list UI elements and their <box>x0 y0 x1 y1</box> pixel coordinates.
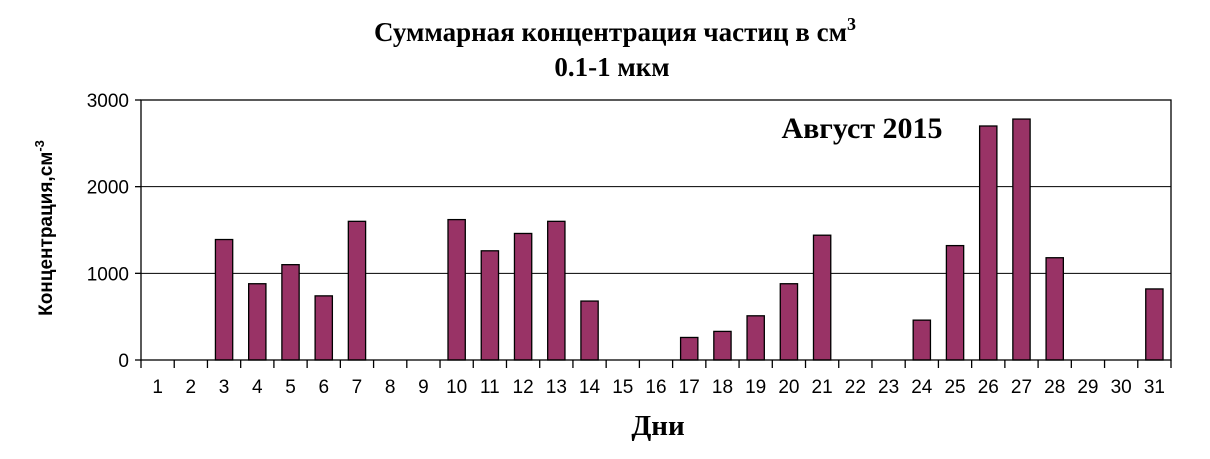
x-tick-label: 20 <box>778 377 799 398</box>
y-tick-label: 0 <box>118 351 129 372</box>
bar-day-18 <box>713 330 732 361</box>
x-tick-label: 2 <box>186 377 197 398</box>
bars <box>214 118 1164 361</box>
x-tick-label: 26 <box>978 377 999 398</box>
bar-day-28 <box>1045 257 1064 361</box>
x-tick-label: 30 <box>1111 377 1132 398</box>
x-tick-label: 19 <box>745 377 766 398</box>
x-axis-label: Дни <box>631 410 684 442</box>
x-tick-label: 14 <box>579 377 601 398</box>
x-tick-label: 24 <box>911 377 933 398</box>
x-tick-label: 28 <box>1044 377 1065 398</box>
chart-title-superscript: 3 <box>847 14 856 34</box>
bar-day-19 <box>746 315 765 361</box>
bar-day-13 <box>547 220 566 361</box>
bar-day-4 <box>248 283 267 361</box>
x-tick-label: 5 <box>285 377 296 398</box>
bar-day-25 <box>945 244 965 361</box>
x-tick-label: 1 <box>152 377 163 398</box>
y-tick-label: 2000 <box>87 178 129 199</box>
x-tick-label: 18 <box>712 377 733 398</box>
y-tick-label: 3000 <box>87 91 129 112</box>
chart-title-line1: Суммарная концентрация частиц в см3 <box>374 14 856 47</box>
chart-annotation: Август 2015 <box>781 112 942 145</box>
bar-day-3 <box>214 238 234 361</box>
bar-day-26 <box>978 125 998 361</box>
y-tick-labels: 0 1000 2000 3000 <box>87 91 129 372</box>
chart-title-text: Суммарная концентрация частиц в см <box>374 17 847 47</box>
x-tick-label: 16 <box>645 377 666 398</box>
x-tick-label: 13 <box>546 377 567 398</box>
y-axis-label: Концентрация,см-3 <box>32 140 57 316</box>
x-tick-label: 11 <box>480 377 500 398</box>
x-tick-label: 15 <box>612 377 633 398</box>
x-tick-label: 3 <box>219 377 230 398</box>
x-tick-label: 7 <box>352 377 363 398</box>
x-tick-label: 4 <box>252 377 263 398</box>
x-tick-label: 22 <box>845 377 866 398</box>
y-axis-label-superscript: -3 <box>32 140 47 152</box>
x-tick-label: 31 <box>1144 377 1165 398</box>
x-tick-label: 8 <box>385 377 396 398</box>
bar-day-7 <box>347 220 367 361</box>
bar-day-10 <box>447 218 466 361</box>
x-tick-label: 17 <box>679 377 700 398</box>
x-tick-label: 29 <box>1077 377 1098 398</box>
bar-day-11 <box>480 250 500 361</box>
bar-day-6 <box>314 295 334 361</box>
x-tick-label: 12 <box>513 377 534 398</box>
x-tick-label: 9 <box>418 377 429 398</box>
y-tick-label: 1000 <box>87 264 129 285</box>
axes <box>140 99 1172 368</box>
bar-day-17 <box>679 336 699 361</box>
bar-day-24 <box>912 319 932 361</box>
plot-frame <box>140 99 1172 361</box>
y-axis-label-text: Концентрация,см <box>36 152 57 316</box>
bar-day-31 <box>1145 288 1164 361</box>
x-tick-label: 23 <box>878 377 899 398</box>
bar-day-12 <box>513 232 533 361</box>
x-tick-label: 27 <box>1011 377 1032 398</box>
x-tick-label: 25 <box>944 377 965 398</box>
chart-title-line2: 0.1-1 мкм <box>554 52 669 82</box>
x-tick-label: 10 <box>446 377 467 398</box>
bar-day-14 <box>580 300 599 361</box>
x-tick-label: 6 <box>318 377 329 398</box>
x-tick-labels: 1 2 3 4 5 6 7 8 9 10 11 12 13 14 15 16 17 18 19 20 21 22 23 24 2… <box>152 377 1165 398</box>
bar-day-5 <box>281 264 300 361</box>
bar-day-20 <box>779 283 799 361</box>
bar-day-21 <box>812 234 832 361</box>
bar-day-27 <box>1012 118 1031 361</box>
x-tick-label: 21 <box>812 377 833 398</box>
